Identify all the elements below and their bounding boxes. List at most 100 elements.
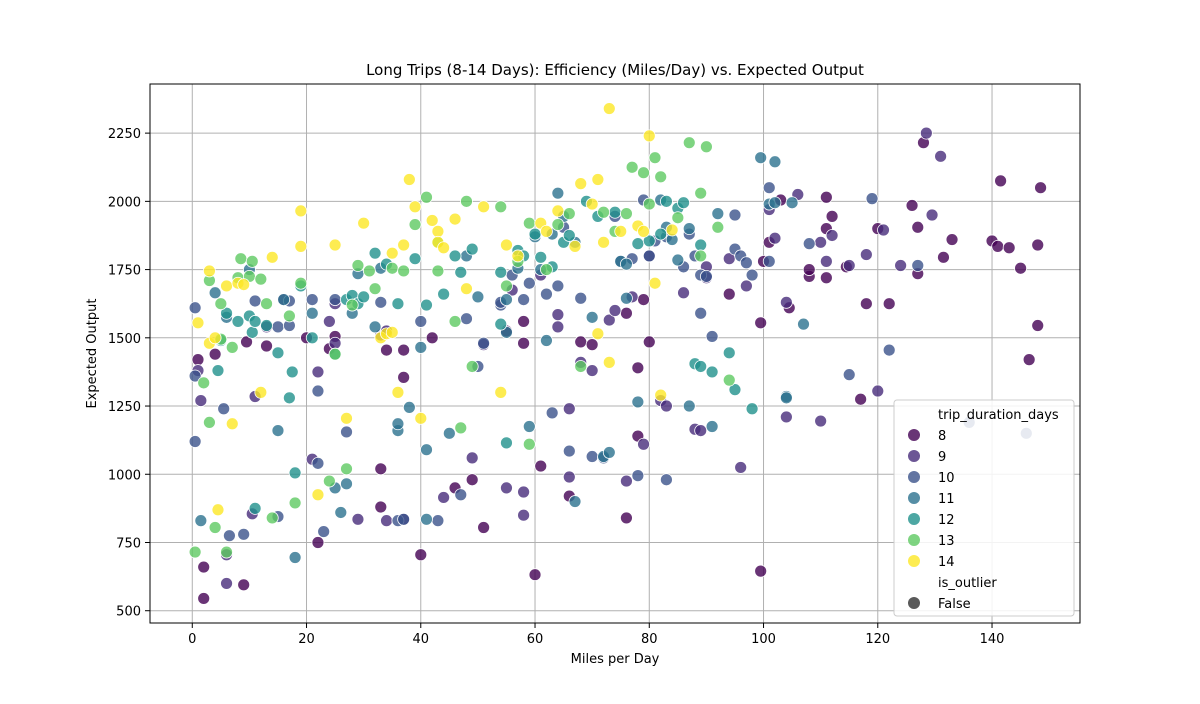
data-point-12	[231, 315, 245, 328]
data-point-10	[311, 456, 325, 470]
data-point-11	[785, 196, 799, 210]
data-point-12	[745, 402, 759, 416]
data-point-14	[637, 224, 650, 238]
data-point-10	[317, 525, 331, 538]
data-point-11	[271, 424, 285, 437]
data-point-10	[454, 488, 468, 502]
data-point-10	[562, 444, 576, 458]
data-point-8	[819, 271, 833, 285]
data-point-11	[305, 306, 319, 320]
data-point-9	[734, 461, 748, 474]
data-point-14	[500, 238, 513, 252]
data-point-11	[779, 391, 793, 405]
legend-label-10: 10	[938, 471, 955, 486]
data-point-9	[694, 424, 708, 437]
data-point-12	[722, 346, 736, 360]
data-point-9	[500, 481, 513, 495]
data-point-14	[648, 276, 662, 290]
data-point-13	[694, 186, 708, 200]
data-point-13	[397, 264, 411, 278]
data-point-9	[620, 474, 633, 488]
data-point-10	[477, 336, 491, 350]
data-point-13	[431, 264, 445, 278]
data-point-8	[397, 370, 411, 384]
data-point-14	[460, 282, 473, 296]
data-point-13	[700, 140, 713, 154]
data-point-10	[237, 527, 251, 541]
data-point-10	[340, 425, 353, 439]
data-point-13	[637, 166, 650, 180]
data-point-12	[285, 365, 299, 379]
data-point-13	[245, 254, 259, 268]
data-point-13	[282, 309, 296, 323]
data-point-14	[220, 279, 233, 293]
data-point-12	[248, 315, 262, 328]
legend-marker-9	[908, 450, 920, 462]
data-point-11	[414, 340, 428, 354]
legend-entries: 8 9 10 11 12 13 14	[908, 429, 955, 570]
data-point-13	[694, 249, 708, 263]
legend-marker-10	[908, 471, 920, 483]
data-point-10	[551, 279, 565, 293]
data-point-14	[602, 102, 616, 115]
data-point-9	[328, 336, 342, 350]
data-point-10	[739, 256, 753, 270]
data-point-14	[294, 204, 308, 218]
data-point-8	[380, 343, 393, 357]
data-point-10	[374, 295, 388, 309]
y-tick-label: 1500	[108, 332, 141, 347]
legend-marker-12	[908, 513, 920, 525]
data-point-13	[540, 263, 553, 276]
data-point-14	[591, 327, 605, 341]
data-point-13	[654, 170, 668, 184]
data-point-10	[642, 249, 656, 263]
data-point-11	[420, 512, 433, 526]
legend-label-14: 14	[938, 555, 955, 570]
data-point-10	[431, 514, 445, 528]
data-point-8	[945, 233, 959, 246]
legend-label-8: 8	[938, 429, 946, 444]
legend-label-11: 11	[938, 492, 955, 507]
data-point-9	[925, 208, 939, 222]
data-point-13	[225, 340, 239, 354]
data-point-12	[465, 242, 479, 256]
data-point-10	[517, 293, 530, 307]
data-point-13	[294, 276, 308, 290]
data-point-14	[654, 388, 668, 402]
data-point-12	[437, 287, 451, 301]
legend: trip_duration_days 8 9 10 11 12 13 14 is_outli…	[893, 399, 1075, 617]
data-point-8	[534, 459, 548, 473]
data-point-11	[705, 420, 719, 433]
data-point-8	[397, 343, 411, 357]
data-point-14	[211, 503, 225, 517]
data-point-12	[494, 265, 508, 279]
legend-style-label: False	[938, 597, 971, 612]
x-tick-label: 60	[527, 632, 544, 647]
data-point-8	[414, 548, 428, 562]
data-point-8	[754, 564, 768, 578]
legend-marker-8	[908, 429, 920, 441]
data-point-10	[460, 312, 473, 326]
data-point-13	[385, 261, 399, 275]
data-point-9	[380, 514, 393, 528]
data-point-13	[288, 496, 302, 510]
data-point-14	[311, 488, 325, 502]
data-point-14	[574, 177, 588, 191]
data-point-12	[271, 346, 285, 360]
data-point-8	[620, 511, 633, 525]
data-point-13	[220, 545, 233, 559]
data-point-14	[591, 173, 605, 186]
data-point-11	[631, 395, 645, 409]
data-point-11	[334, 506, 348, 519]
data-point-8	[191, 353, 205, 367]
x-tick-label: 120	[865, 632, 890, 647]
data-point-10	[217, 402, 231, 416]
data-point-13	[322, 474, 336, 488]
data-point-11	[754, 151, 768, 165]
data-point-9	[934, 149, 948, 163]
data-point-12	[528, 227, 542, 241]
y-tick-label: 2000	[108, 195, 141, 210]
y-tick-label: 2250	[108, 127, 141, 142]
data-point-14	[402, 173, 416, 186]
